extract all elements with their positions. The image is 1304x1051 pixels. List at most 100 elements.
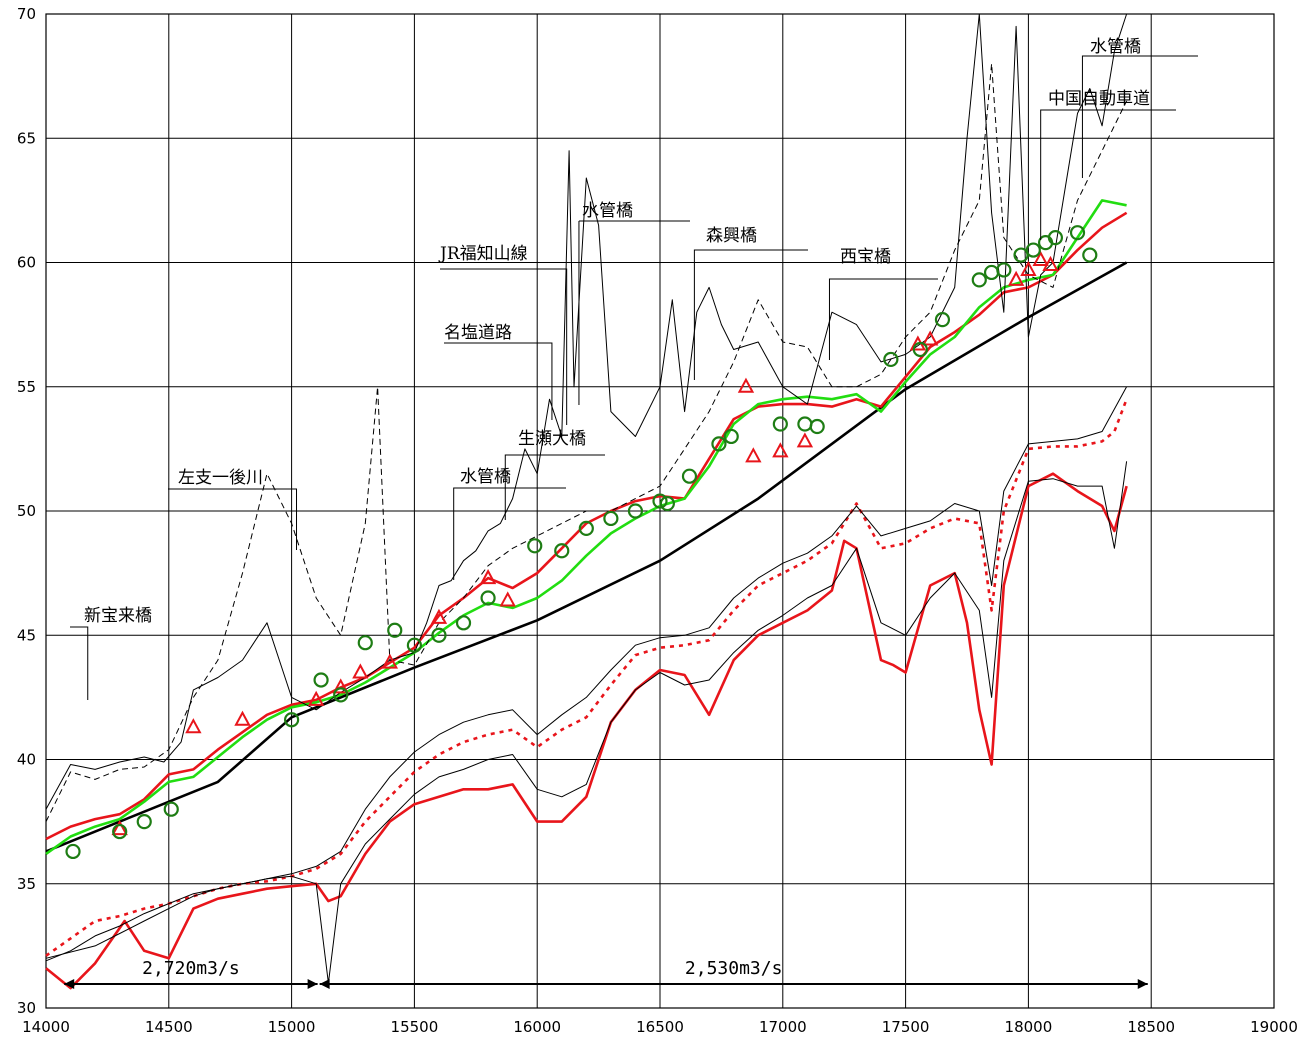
- point-circle: [772, 416, 788, 432]
- annotation-label: 水管橋: [582, 201, 633, 221]
- point-circle: [480, 590, 496, 606]
- plot-frame: [45, 13, 1275, 1009]
- x-tick-label: 19000: [1250, 1018, 1298, 1036]
- markers-group: [65, 225, 1098, 860]
- point-circle: [455, 615, 472, 631]
- y-tick-label: 45: [17, 626, 36, 644]
- y-tick-label: 70: [17, 5, 36, 23]
- point-circle: [65, 843, 81, 860]
- series-line-planned-high-water: [45, 261, 1128, 853]
- tick-labels: 14000 14500 15000 15500 16000 16500 17000 17500…: [17, 5, 1298, 1036]
- point-circle: [1013, 247, 1029, 263]
- series-line-riverbed-mean-black: [45, 386, 1128, 962]
- point-circle: [723, 428, 739, 445]
- x-tick-label: 14500: [145, 1018, 193, 1036]
- point-circle: [883, 351, 899, 368]
- point-circle: [333, 687, 349, 703]
- point-circle: [1025, 242, 1041, 258]
- annotation-label: 西宝橋: [840, 247, 891, 267]
- point-circle: [652, 493, 668, 509]
- x-tick-label: 14000: [22, 1018, 70, 1036]
- point-triangle: [234, 710, 251, 726]
- point-circle: [284, 712, 300, 728]
- x-tick-label: 17000: [759, 1018, 807, 1036]
- y-tick-label: 60: [17, 254, 36, 272]
- point-circle: [797, 416, 813, 432]
- x-tick-label: 16000: [513, 1018, 561, 1036]
- point-circle: [527, 538, 543, 554]
- series-line-water-level-red: [45, 211, 1128, 841]
- point-triangle: [499, 591, 516, 607]
- point-triangle: [479, 568, 497, 585]
- point-circle: [554, 543, 570, 559]
- point-circle: [112, 823, 128, 840]
- annotation-leader: [1081, 55, 1086, 178]
- grid: [45, 13, 1275, 1009]
- y-tick-label: 55: [17, 378, 36, 396]
- series-line-riverbed-lowest-black: [45, 461, 1128, 984]
- point-triangle: [745, 447, 762, 463]
- point-triangle: [737, 377, 755, 393]
- flow-label: 2,720m3/s: [142, 958, 240, 979]
- y-tick-label: 35: [17, 875, 36, 893]
- point-triangle: [111, 819, 128, 836]
- annotation-label: 中国自動車道: [1048, 89, 1150, 109]
- y-tick-label: 50: [17, 502, 36, 520]
- point-triangle: [1020, 260, 1037, 276]
- point-circle: [387, 622, 403, 638]
- point-circle: [313, 672, 329, 688]
- x-tick-label: 18000: [1005, 1018, 1053, 1036]
- series-line-left-bank-height: [45, 13, 1128, 810]
- annotation-leader: [440, 268, 568, 425]
- point-circle: [971, 272, 987, 288]
- point-triangle: [352, 663, 369, 679]
- point-triangle: [1042, 255, 1059, 271]
- point-circle: [603, 510, 619, 527]
- annotation-leader: [693, 249, 702, 380]
- point-triangle: [1032, 250, 1049, 267]
- annotation-label: 水管橋: [460, 467, 511, 487]
- point-circle: [659, 495, 675, 512]
- point-circle: [1082, 247, 1098, 263]
- annotation-label: 名塩道路: [444, 323, 512, 343]
- annotation-leader: [178, 488, 298, 550]
- point-circle: [431, 627, 447, 643]
- point-circle: [136, 814, 152, 830]
- point-circle: [357, 635, 373, 651]
- point-circle: [578, 520, 594, 536]
- flow-label: 2,530m3/s: [685, 958, 783, 979]
- point-circle: [1069, 225, 1086, 241]
- annotation-label: JR福知山線: [438, 244, 528, 264]
- x-tick-label: 17500: [882, 1018, 930, 1036]
- x-tick-label: 15000: [268, 1018, 316, 1036]
- annotation-leader: [444, 342, 553, 420]
- x-tick-label: 16500: [636, 1018, 684, 1036]
- annotation-leader: [453, 487, 456, 580]
- point-circle: [681, 468, 698, 484]
- y-tick-label: 65: [17, 129, 36, 147]
- point-triangle: [1007, 270, 1025, 286]
- point-circle: [912, 341, 928, 358]
- point-triangle: [921, 330, 939, 346]
- point-triangle: [772, 442, 789, 458]
- point-circle: [406, 637, 422, 653]
- point-circle: [1047, 230, 1064, 246]
- point-circle: [163, 801, 179, 817]
- flow-arrows-group: 2,720m3/s 2,530m3/s: [64, 958, 1148, 989]
- annotation-label: 新宝来橋: [84, 606, 152, 626]
- point-triangle: [307, 690, 325, 706]
- series-line-riverbed-lowest-red: [45, 472, 1128, 990]
- point-triangle: [185, 718, 202, 734]
- annotation-label: 左支一後川: [178, 468, 263, 488]
- x-tick-label: 15500: [391, 1018, 439, 1036]
- point-triangle: [332, 678, 349, 694]
- y-tick-label: 40: [17, 751, 36, 769]
- series-line-water-level-green: [45, 199, 1127, 855]
- annotation-label: 水管橋: [1090, 37, 1141, 57]
- x-tick-label: 18500: [1127, 1018, 1175, 1036]
- point-triangle: [430, 608, 448, 624]
- series-group: [45, 13, 1128, 990]
- annotation-label: 生瀬大橋: [518, 429, 586, 449]
